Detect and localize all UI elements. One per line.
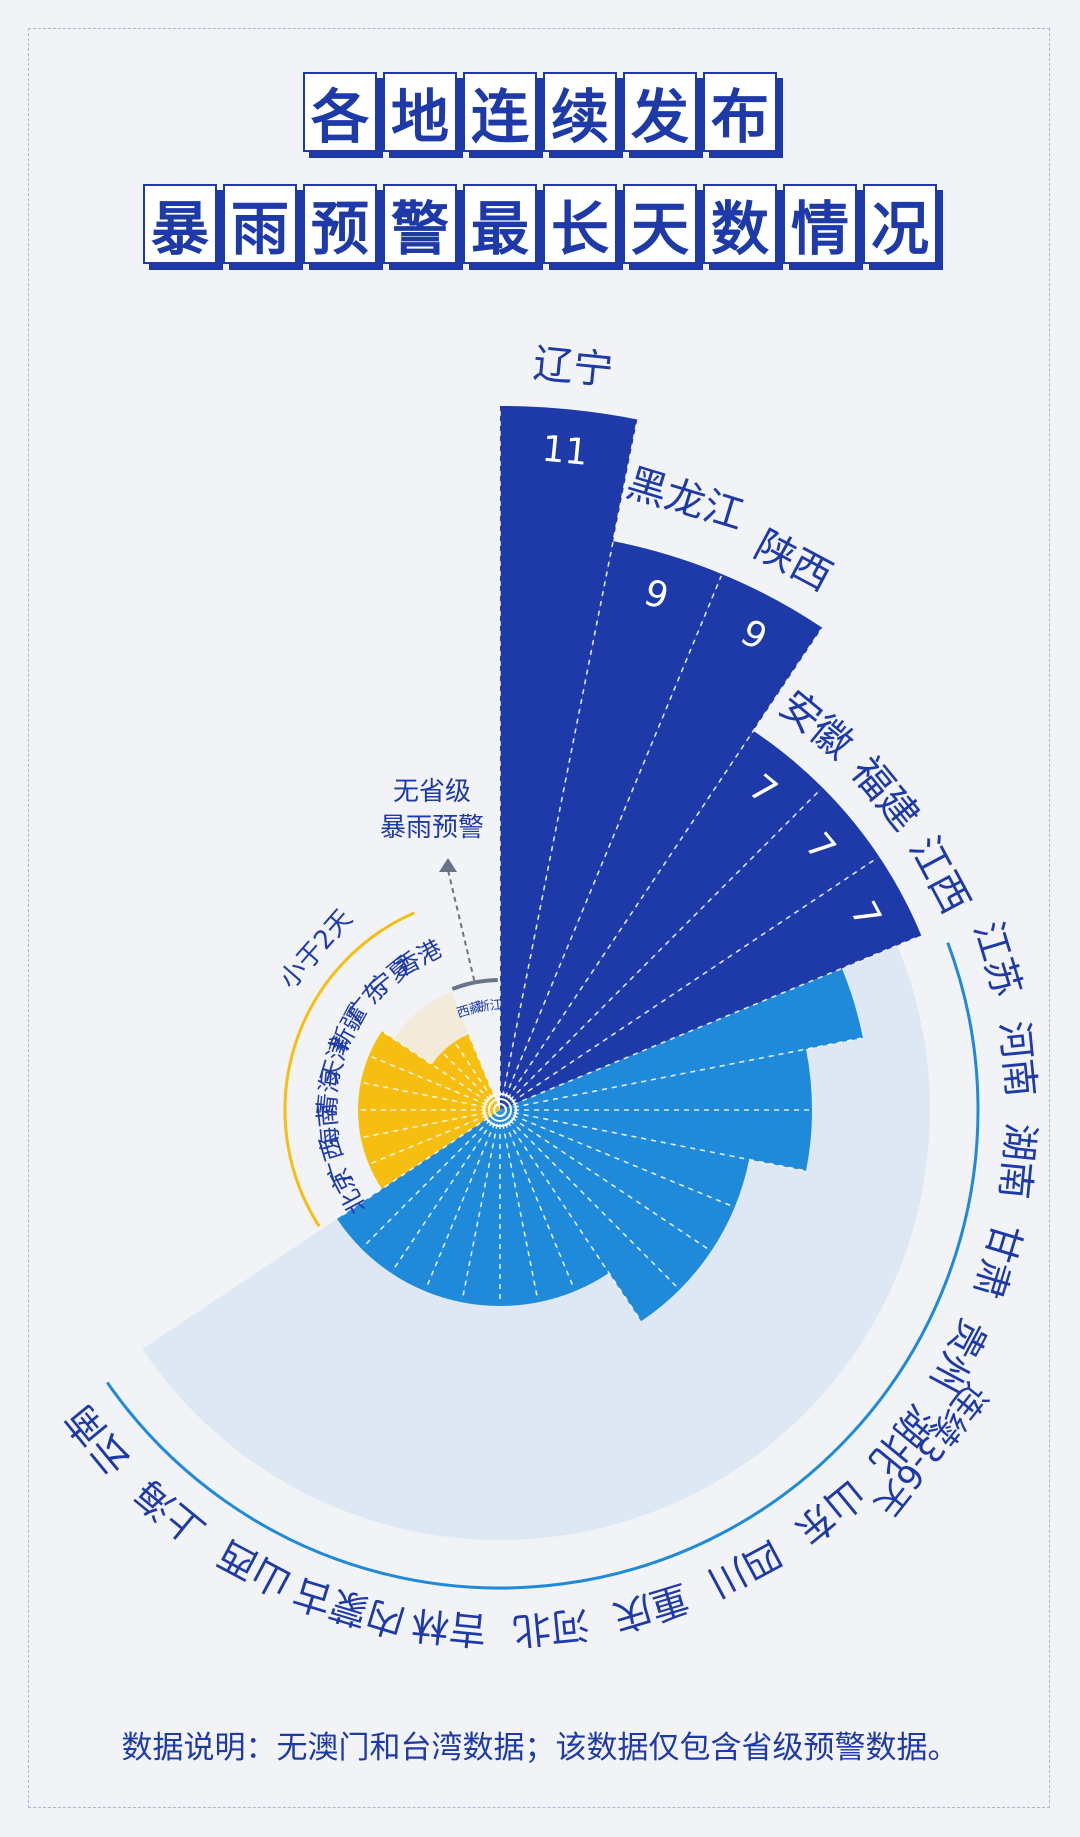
label-浙江: 浙江 [476,998,503,1015]
title-char: 长 [543,184,617,264]
separator-line [425,1122,496,1290]
arrow-up-icon [439,858,457,872]
bar-湖北 [500,1110,712,1290]
center-ring [493,1103,507,1117]
separator-line [362,1111,487,1139]
bar-河北 [500,1110,539,1306]
label-湖南: 湖南 [992,1121,1043,1201]
separator-line [504,1122,575,1290]
label-内蒙古: 内蒙古 [288,1570,410,1645]
separator-line [370,1055,488,1106]
group-arc-under-2-days [283,911,415,1228]
bar-四川 [500,1110,609,1292]
separator-line [511,857,878,1103]
label-吉林: 吉林 [409,1602,489,1653]
bar-内蒙古 [424,1110,500,1303]
center-ring [483,1093,517,1127]
separator-line [509,788,822,1101]
separator-line [454,1043,493,1099]
bar-吉林 [461,1110,500,1306]
bar-山西 [391,1110,500,1292]
title-char: 预 [303,184,377,264]
title-char: 布 [703,72,777,152]
title-line-1: 各地连续发布 [0,72,1080,152]
separator-line [391,1121,493,1272]
title-char: 最 [463,184,537,264]
separator-line [338,1117,489,1219]
bar-黑龙江 [500,541,722,1110]
separator-line [501,1123,539,1301]
no-warning-label: 无省级暴雨预警 [380,777,484,843]
bar-辽宁 [500,406,638,1110]
separator-line [468,1035,496,1098]
title-char: 连 [463,72,537,152]
label-河北: 河北 [511,1602,591,1653]
bar-陕西 [500,574,823,1110]
label-河南: 河南 [992,1019,1043,1099]
footer-note: 数据说明：无澳门和台湾数据；该数据仅包含省级预警数据。 [121,1730,959,1766]
label-青海: 青海 [313,1068,346,1119]
bar-云南 [337,1110,500,1249]
title-char: 续 [543,72,617,152]
bar-福建 [500,787,880,1110]
label-香港: 香港 [391,935,447,982]
separator-line [461,1123,499,1301]
bar-江西 [500,856,922,1110]
label-西藏: 西藏 [455,1000,484,1022]
group-arc-3-6-days [106,942,980,1590]
bar-江苏 [500,968,863,1110]
title-char: 各 [303,72,377,152]
title-char: 发 [623,72,697,152]
group-label-under-2-days: 小于2天 [274,904,359,995]
title-char: 数 [703,184,777,264]
no-warning-pointer [447,869,476,981]
bar-安徽 [500,730,823,1110]
separator-line [383,1031,489,1103]
title-char: 天 [623,184,697,264]
bar-宁夏 [442,1041,500,1110]
title-char: 况 [863,184,937,264]
bar-甘肃 [500,1110,750,1208]
label-海南: 海南 [313,1102,346,1153]
label-江苏: 江苏 [966,916,1030,1002]
title-char: 警 [383,184,457,264]
label-辽宁: 辽宁 [531,341,615,395]
separator-line [507,628,822,1099]
bar-北京 [368,1110,500,1189]
separator-line [501,421,638,1097]
bar-贵州 [500,1110,735,1252]
separator-line [362,1081,487,1109]
separator-line [442,1052,491,1101]
separator-line [513,1037,862,1109]
label-黑龙江: 黑龙江 [621,460,749,539]
label-江西: 江西 [900,829,978,921]
label-陕西: 陕西 [747,522,839,600]
label-重庆: 重庆 [608,1576,694,1640]
label-甘肃: 甘肃 [966,1218,1030,1304]
separator-line [512,935,920,1106]
dashed-frame [28,28,1050,1808]
value-label-辽宁: 11 [540,429,590,474]
group-arc-no-warning [451,978,498,991]
bar-上海 [361,1110,500,1273]
label-四川: 四川 [701,1531,789,1606]
bar-新疆 [368,1031,500,1110]
title-char: 情 [783,184,857,264]
title-char: 暴 [143,184,217,264]
bar-重庆 [500,1110,576,1303]
title-char: 雨 [223,184,297,264]
title-char: 地 [383,72,457,152]
separator-line [370,1114,488,1165]
bar-香港 [454,1034,500,1110]
bar-山东 [500,1110,680,1322]
title-line-2: 暴雨预警最长天数情况 [0,184,1080,264]
separator-line [504,575,722,1098]
label-山西: 山西 [211,1531,299,1606]
bar-广东 [431,1052,500,1110]
center-ring [488,1098,512,1122]
separator-line [362,1119,491,1248]
